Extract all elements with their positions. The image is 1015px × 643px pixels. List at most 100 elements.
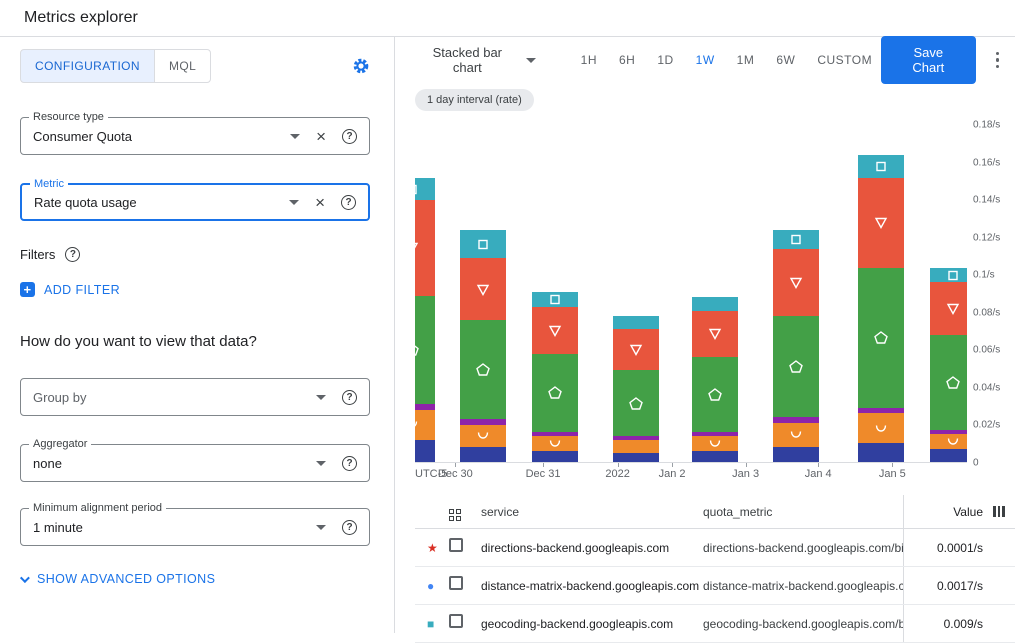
aggregator-field[interactable]: Aggregator none ?: [20, 438, 370, 482]
row-checkbox[interactable]: [449, 614, 463, 628]
bar-segment-green[interactable]: [691, 357, 738, 433]
time-range-1m[interactable]: 1M: [728, 47, 764, 73]
row-checkbox[interactable]: [449, 576, 463, 590]
stacked-bar[interactable]: [857, 155, 904, 462]
help-icon[interactable]: ?: [342, 128, 357, 144]
bar-segment-green[interactable]: [857, 267, 904, 408]
bar-segment-red[interactable]: [459, 258, 506, 320]
bar-segment-teal[interactable]: [930, 267, 967, 283]
bar-segment-orange[interactable]: [772, 422, 819, 448]
save-chart-button[interactable]: Save Chart: [881, 36, 976, 84]
time-range-6h[interactable]: 6H: [610, 47, 644, 73]
bar-segment-teal[interactable]: [415, 177, 436, 201]
dropdown-arrow-icon[interactable]: [289, 199, 300, 205]
bar-segment-indigo[interactable]: [459, 447, 506, 462]
table-row[interactable]: ● distance-matrix-backend.googleapis.com d…: [415, 567, 1015, 605]
row-checkbox[interactable]: [449, 538, 463, 552]
bar-segment-purple[interactable]: [459, 418, 506, 425]
time-range-1w[interactable]: 1W: [687, 47, 724, 73]
bar-segment-red[interactable]: [532, 306, 579, 354]
stacked-bar[interactable]: [532, 291, 579, 462]
stacked-bar[interactable]: [415, 177, 436, 462]
help-icon[interactable]: ?: [342, 389, 357, 405]
bar-segment-purple[interactable]: [930, 430, 967, 434]
time-range-1d[interactable]: 1D: [648, 47, 682, 73]
chart-type-selector[interactable]: Stacked bar chart: [415, 41, 538, 79]
col-header-quota-metric[interactable]: quota_metric: [703, 504, 773, 519]
settings-gear-icon[interactable]: [352, 57, 370, 75]
tab-configuration[interactable]: CONFIGURATION: [20, 49, 155, 83]
bar-segment-orange[interactable]: [415, 409, 436, 440]
bar-segment-indigo[interactable]: [857, 443, 904, 462]
dropdown-arrow-icon[interactable]: [316, 524, 326, 530]
bar-segment-indigo[interactable]: [772, 447, 819, 462]
bar-segment-green[interactable]: [772, 316, 819, 418]
bar-segment-orange[interactable]: [930, 433, 967, 449]
bar-segment-teal[interactable]: [532, 291, 579, 307]
bar-segment-indigo[interactable]: [691, 450, 738, 462]
bar-segment-red[interactable]: [930, 282, 967, 335]
show-advanced-options-button[interactable]: SHOW ADVANCED OPTIONS: [19, 572, 215, 586]
clear-icon[interactable]: ×: [316, 126, 326, 146]
bar-segment-red[interactable]: [691, 310, 738, 358]
bar-segment-orange[interactable]: [612, 439, 659, 453]
col-header-value[interactable]: Value: [903, 495, 987, 528]
alignment-period-field[interactable]: Minimum alignment period 1 minute ?: [20, 502, 370, 546]
time-range-custom[interactable]: CUSTOM: [808, 47, 881, 73]
stacked-bar[interactable]: [930, 267, 967, 462]
bar-segment-purple[interactable]: [532, 432, 579, 436]
bar-segment-orange[interactable]: [857, 413, 904, 444]
stacked-bar[interactable]: [691, 297, 738, 462]
bar-segment-green[interactable]: [459, 319, 506, 419]
bar-segment-green[interactable]: [532, 353, 579, 433]
bar-segment-indigo[interactable]: [930, 448, 967, 462]
bar-segment-teal[interactable]: [691, 297, 738, 311]
dropdown-arrow-icon[interactable]: [316, 394, 326, 400]
column-settings-icon[interactable]: [987, 506, 1011, 517]
bar-segment-red[interactable]: [415, 200, 436, 296]
tab-mql[interactable]: MQL: [153, 49, 212, 83]
bar-segment-teal[interactable]: [857, 155, 904, 178]
stacked-bar[interactable]: [459, 230, 506, 462]
bar-segment-indigo[interactable]: [415, 439, 436, 462]
more-options-icon[interactable]: [992, 48, 1004, 73]
resource-type-field[interactable]: Resource type Consumer Quota × ?: [20, 111, 370, 155]
bar-segment-green[interactable]: [930, 334, 967, 431]
bar-segment-purple[interactable]: [857, 407, 904, 414]
bar-segment-green[interactable]: [415, 295, 436, 405]
help-icon[interactable]: ?: [342, 455, 357, 471]
bar-segment-green[interactable]: [612, 370, 659, 436]
table-row[interactable]: ★ directions-backend.googleapis.com direct…: [415, 529, 1015, 567]
help-icon[interactable]: ?: [65, 247, 81, 262]
help-icon[interactable]: ?: [342, 519, 357, 535]
bar-segment-indigo[interactable]: [532, 450, 579, 462]
bar-segment-purple[interactable]: [415, 404, 436, 410]
clear-icon[interactable]: ×: [315, 192, 325, 212]
help-icon[interactable]: ?: [341, 194, 356, 210]
stacked-bar[interactable]: [612, 316, 659, 462]
time-range-1h[interactable]: 1H: [572, 47, 606, 73]
bar-segment-teal[interactable]: [459, 230, 506, 259]
time-range-6w[interactable]: 6W: [767, 47, 804, 73]
bar-segment-teal[interactable]: [612, 316, 659, 330]
dropdown-arrow-icon[interactable]: [290, 133, 301, 139]
metric-field[interactable]: Metric Rate quota usage × ?: [20, 178, 370, 221]
bar-segment-orange[interactable]: [691, 435, 738, 451]
columns-grid-icon[interactable]: [449, 502, 481, 521]
bar-segment-purple[interactable]: [612, 435, 659, 440]
group-by-field[interactable]: Group by ?: [20, 378, 370, 416]
col-header-service[interactable]: service: [481, 504, 520, 519]
bar-segment-red[interactable]: [857, 177, 904, 268]
bar-segment-indigo[interactable]: [612, 452, 659, 462]
bar-segment-purple[interactable]: [691, 432, 738, 436]
stacked-bar[interactable]: [772, 230, 819, 462]
bar-segment-teal[interactable]: [772, 230, 819, 249]
table-row[interactable]: ■ geocoding-backend.googleapis.com geocodi…: [415, 605, 1015, 643]
bar-segment-orange[interactable]: [459, 424, 506, 448]
dropdown-arrow-icon[interactable]: [316, 460, 326, 466]
bar-segment-orange[interactable]: [532, 435, 579, 451]
bar-segment-red[interactable]: [772, 248, 819, 317]
bar-segment-purple[interactable]: [772, 417, 819, 423]
add-filter-button[interactable]: + ADD FILTER: [20, 282, 120, 297]
bar-segment-red[interactable]: [612, 329, 659, 371]
